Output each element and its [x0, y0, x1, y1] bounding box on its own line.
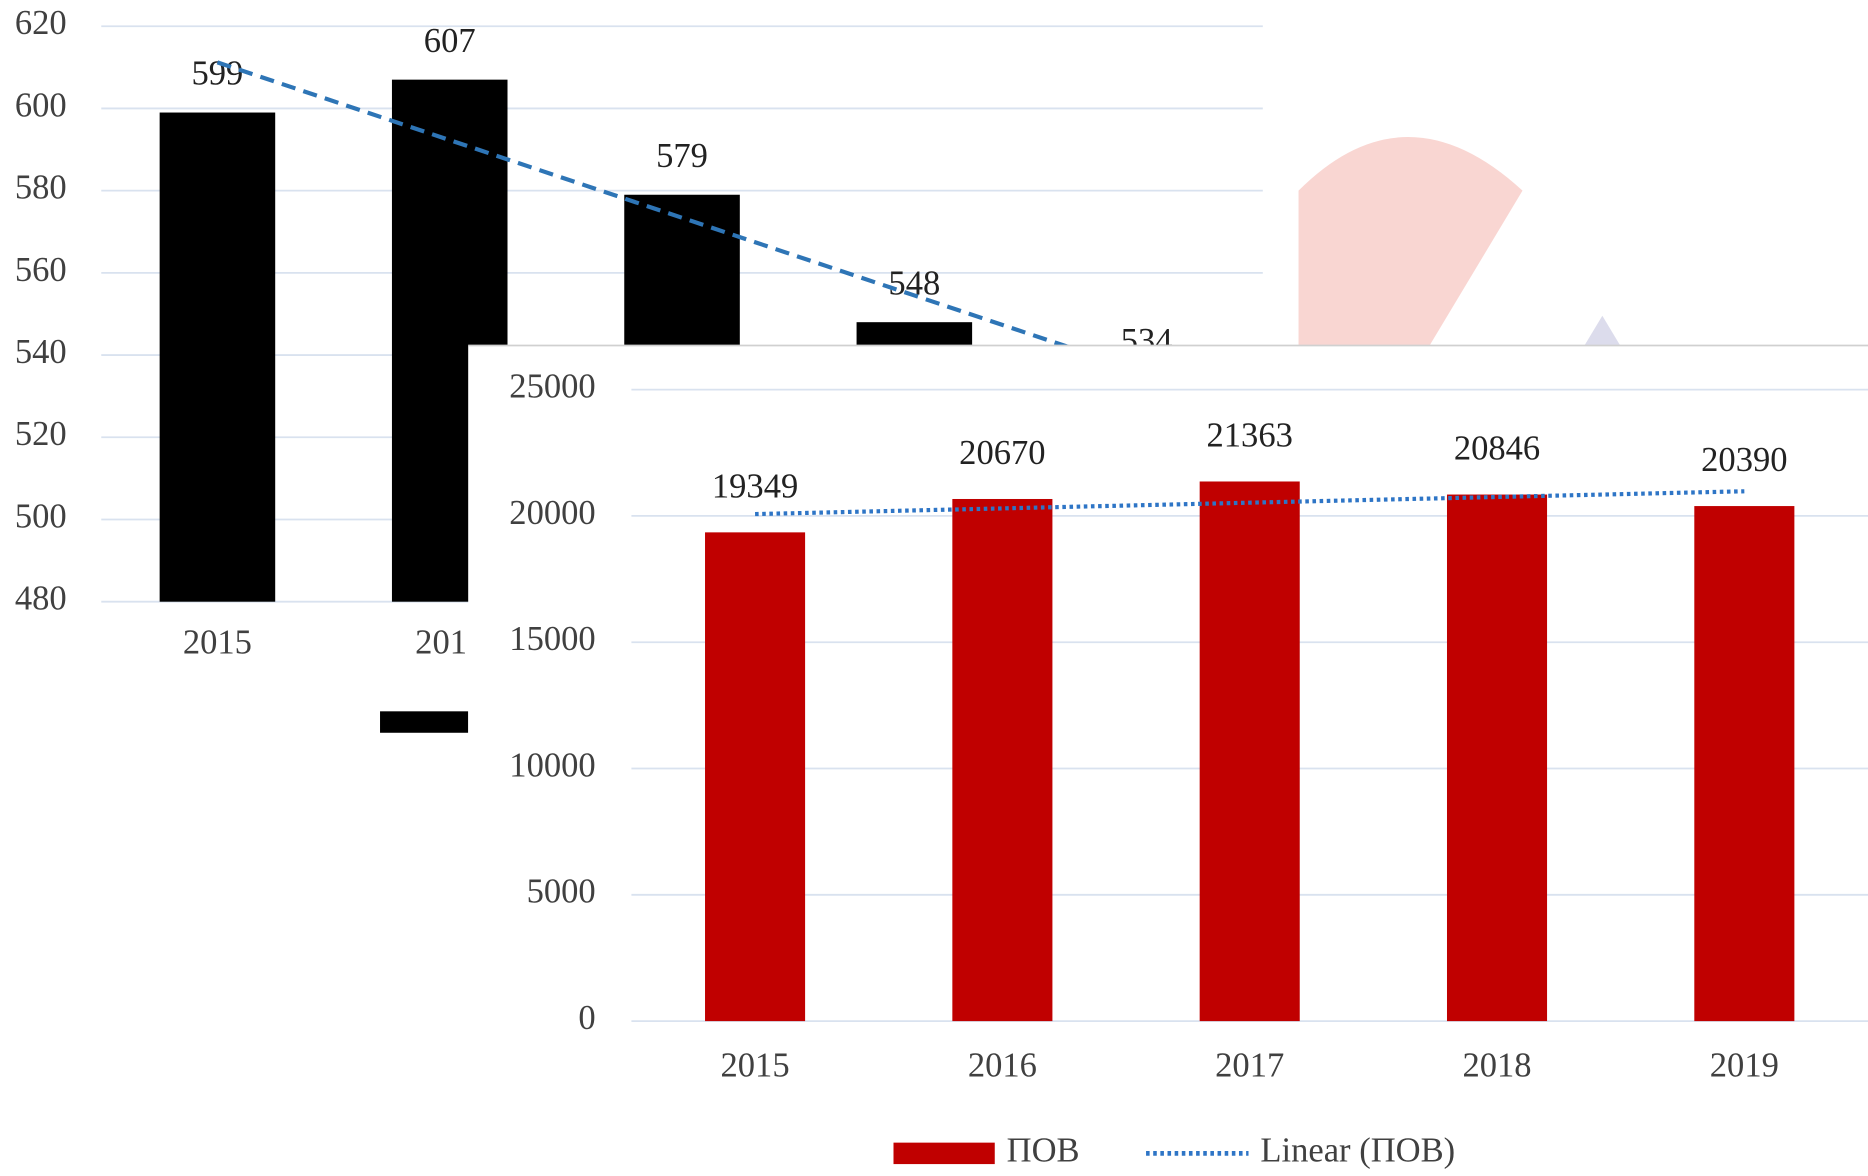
y-tick-label: 0: [578, 999, 595, 1037]
data-label: 21363: [1207, 417, 1293, 455]
y-tick-label: 500: [15, 497, 67, 535]
bar: [1200, 481, 1300, 1021]
bar: [160, 113, 276, 602]
y-tick-label: 580: [15, 169, 67, 207]
data-label: 19349: [712, 467, 798, 505]
watermark-arc: [1299, 137, 1523, 346]
y-tick-label: 25000: [509, 368, 595, 406]
data-label: 607: [424, 22, 476, 60]
x-tick-label: 2015: [721, 1047, 790, 1085]
bar: [705, 532, 805, 1021]
y-tick-label: 20000: [509, 494, 595, 532]
x-tick-label: 2018: [1462, 1047, 1531, 1085]
bar: [1694, 506, 1794, 1021]
chart: 480 500 520 540 560 580 600 620 2015 2016 2017 2018…: [0, 0, 1868, 1176]
legend-swatch: [380, 711, 468, 732]
y-tick-label: 10000: [509, 746, 595, 784]
y-tick-label: 540: [15, 333, 67, 371]
y-tick-label: 15000: [509, 620, 595, 658]
bar: [952, 499, 1052, 1021]
legend-label: ПОВ: [1007, 1131, 1080, 1169]
y-tick-label: 620: [15, 4, 67, 42]
legend-swatch: [893, 1143, 994, 1164]
x-tick-label: 2015: [183, 624, 252, 662]
x-tick-label: 2016: [968, 1047, 1037, 1085]
y-tick-label: 5000: [527, 873, 596, 911]
data-label: 20390: [1701, 441, 1787, 479]
x-tick-label: 2019: [1710, 1047, 1779, 1085]
data-label: 20670: [959, 434, 1045, 472]
x-tick-label: 2017: [1215, 1047, 1284, 1085]
data-label: 599: [192, 55, 244, 93]
y-tick-label: 520: [15, 415, 67, 453]
bar: [1447, 495, 1547, 1022]
watermark-triangle: [1584, 316, 1620, 346]
y-tick-label: 480: [15, 580, 67, 618]
data-label: 579: [656, 137, 708, 175]
front-panel: [468, 346, 1868, 1176]
y-tick-label: 560: [15, 251, 67, 289]
data-label: 20846: [1454, 430, 1540, 468]
legend-label: Linear (ПОВ): [1260, 1131, 1455, 1169]
y-tick-label: 600: [15, 86, 67, 124]
